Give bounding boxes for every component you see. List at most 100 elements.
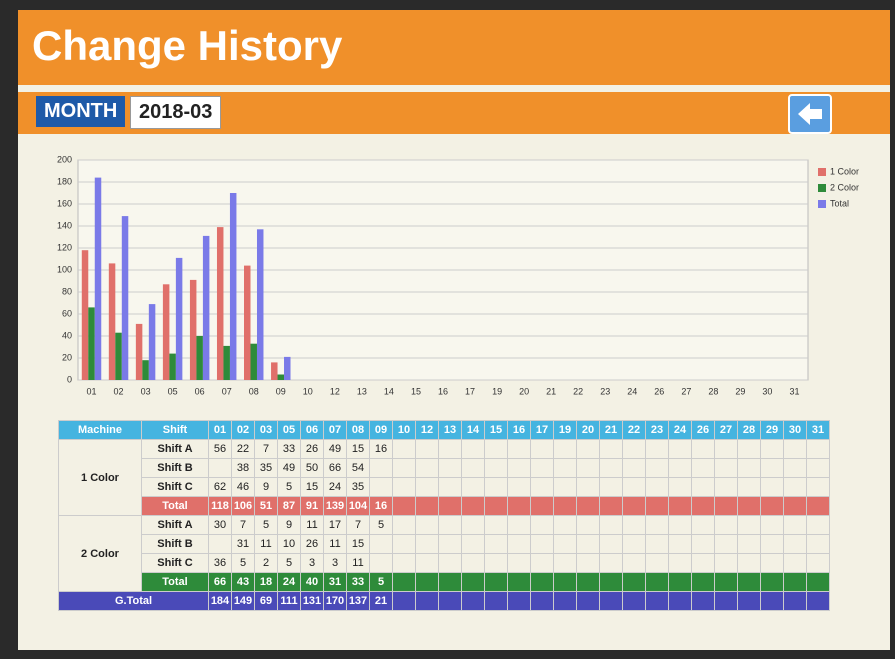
cell: 7 bbox=[347, 516, 370, 535]
grand-total-label: G.Total bbox=[59, 592, 209, 611]
total-cell: 43 bbox=[232, 573, 255, 592]
total-cell: 51 bbox=[255, 497, 278, 516]
cell bbox=[600, 440, 623, 459]
y-tick-label: 180 bbox=[57, 176, 72, 186]
bar bbox=[196, 336, 202, 380]
x-tick-label: 02 bbox=[114, 386, 124, 396]
cell bbox=[462, 554, 485, 573]
y-tick-label: 160 bbox=[57, 198, 72, 208]
cell bbox=[393, 478, 416, 497]
cell: 11 bbox=[255, 535, 278, 554]
total-cell bbox=[807, 573, 830, 592]
grand-total-cell: 111 bbox=[278, 592, 301, 611]
grand-total-cell: 69 bbox=[255, 592, 278, 611]
total-cell bbox=[393, 573, 416, 592]
header-bar: Change History bbox=[18, 10, 890, 85]
cell bbox=[508, 478, 531, 497]
column-header: Shift bbox=[142, 421, 209, 440]
x-tick-label: 08 bbox=[249, 386, 259, 396]
cell: 66 bbox=[324, 459, 347, 478]
cell bbox=[554, 516, 577, 535]
cell bbox=[209, 459, 232, 478]
day-header: 31 bbox=[807, 421, 830, 440]
legend-label: 2 Color bbox=[830, 182, 859, 192]
cell bbox=[485, 535, 508, 554]
cell bbox=[462, 478, 485, 497]
grand-total-cell bbox=[393, 592, 416, 611]
day-header: 12 bbox=[416, 421, 439, 440]
day-header: 29 bbox=[761, 421, 784, 440]
cell bbox=[370, 535, 393, 554]
grand-total-cell: 184 bbox=[209, 592, 232, 611]
cell bbox=[508, 535, 531, 554]
total-cell: 40 bbox=[301, 573, 324, 592]
total-cell bbox=[623, 573, 646, 592]
cell: 2 bbox=[255, 554, 278, 573]
cell bbox=[623, 516, 646, 535]
total-cell bbox=[393, 497, 416, 516]
grand-total-cell: 170 bbox=[324, 592, 347, 611]
cell bbox=[439, 459, 462, 478]
bar bbox=[142, 360, 148, 380]
cell bbox=[807, 440, 830, 459]
cell bbox=[416, 440, 439, 459]
cell bbox=[692, 440, 715, 459]
cell bbox=[715, 554, 738, 573]
month-selector[interactable]: 2018-03 bbox=[130, 96, 221, 129]
bar bbox=[176, 258, 182, 380]
day-header: 15 bbox=[485, 421, 508, 440]
page-title: Change History bbox=[32, 22, 342, 70]
cell: 7 bbox=[255, 440, 278, 459]
bar bbox=[136, 324, 142, 380]
shift-label: Shift B bbox=[142, 535, 209, 554]
grand-total-cell: 21 bbox=[370, 592, 393, 611]
bar bbox=[88, 307, 94, 380]
total-cell: 5 bbox=[370, 573, 393, 592]
cell bbox=[669, 440, 692, 459]
back-button[interactable] bbox=[788, 94, 832, 134]
x-tick-label: 12 bbox=[330, 386, 340, 396]
total-cell bbox=[669, 497, 692, 516]
legend-label: Total bbox=[830, 198, 849, 208]
cell bbox=[554, 440, 577, 459]
cell bbox=[807, 554, 830, 573]
total-cell: 66 bbox=[209, 573, 232, 592]
cell bbox=[669, 535, 692, 554]
cell: 26 bbox=[301, 440, 324, 459]
cell: 26 bbox=[301, 535, 324, 554]
cell bbox=[600, 459, 623, 478]
grand-total-cell bbox=[761, 592, 784, 611]
total-cell bbox=[646, 497, 669, 516]
cell bbox=[485, 478, 508, 497]
bar bbox=[122, 216, 128, 380]
cell bbox=[692, 554, 715, 573]
x-tick-label: 27 bbox=[681, 386, 691, 396]
cell bbox=[646, 516, 669, 535]
grand-total-cell bbox=[692, 592, 715, 611]
month-bar: MONTH 2018-03 bbox=[18, 92, 890, 134]
cell bbox=[646, 440, 669, 459]
y-tick-label: 60 bbox=[62, 308, 72, 318]
cell bbox=[623, 440, 646, 459]
total-cell: 16 bbox=[370, 497, 393, 516]
day-header: 07 bbox=[324, 421, 347, 440]
day-header: 23 bbox=[646, 421, 669, 440]
cell bbox=[738, 516, 761, 535]
cell bbox=[416, 478, 439, 497]
x-tick-label: 30 bbox=[762, 386, 772, 396]
legend-label: 1 Color bbox=[830, 166, 859, 176]
day-header: 10 bbox=[393, 421, 416, 440]
cell bbox=[462, 440, 485, 459]
bar bbox=[115, 333, 121, 380]
total-cell bbox=[531, 573, 554, 592]
cell bbox=[646, 478, 669, 497]
total-label: Total bbox=[142, 497, 209, 516]
cell bbox=[439, 516, 462, 535]
grand-total-cell bbox=[531, 592, 554, 611]
cell: 11 bbox=[324, 535, 347, 554]
total-cell: 87 bbox=[278, 497, 301, 516]
